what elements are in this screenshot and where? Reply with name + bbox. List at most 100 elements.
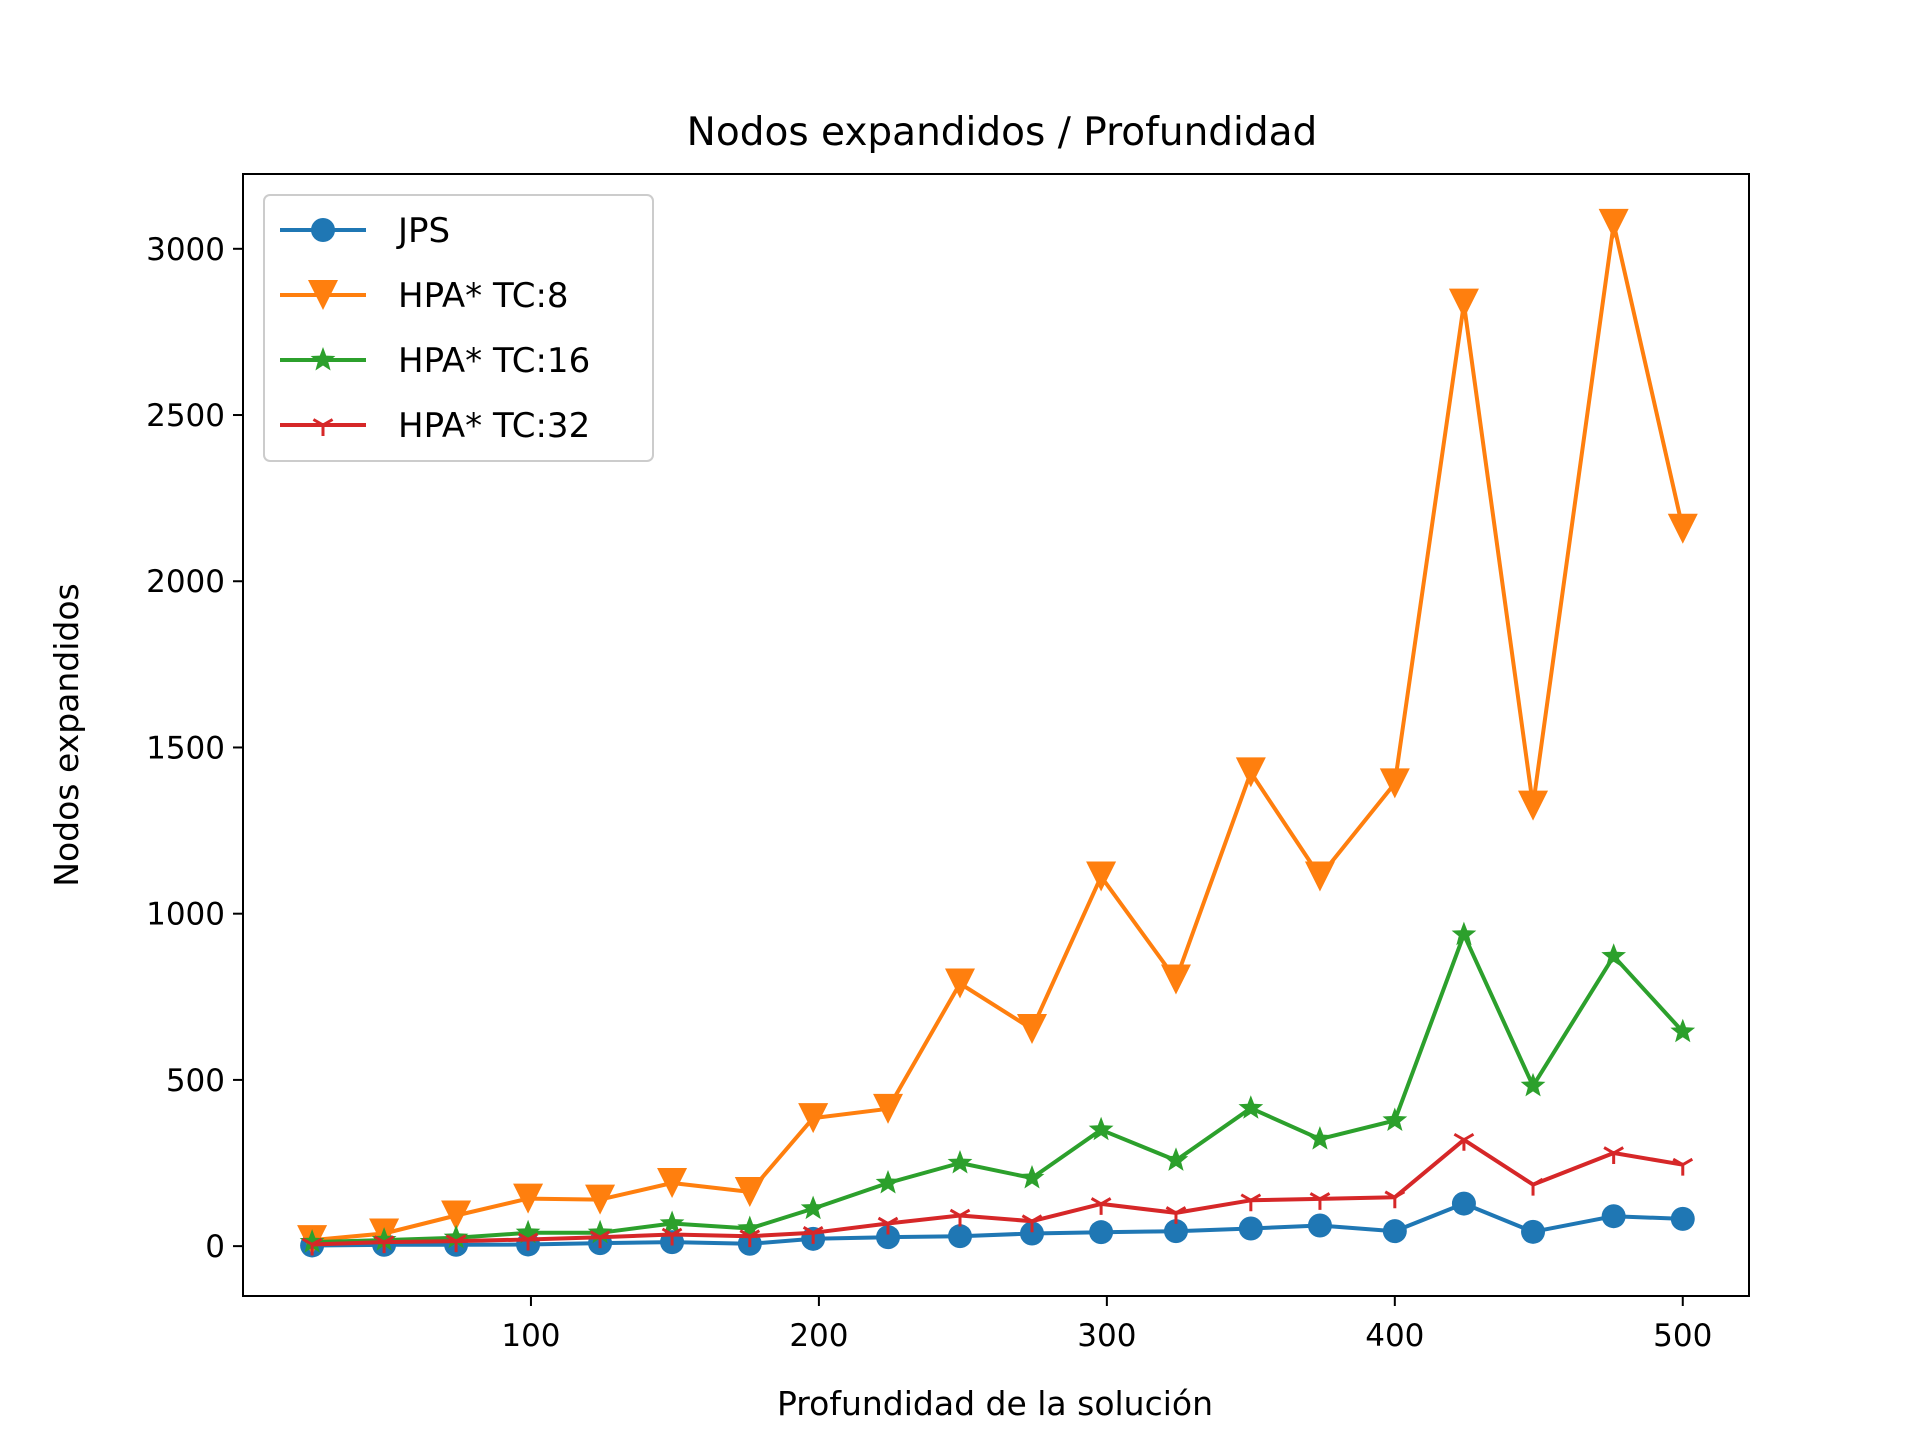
legend-item: HPA* TC:32 <box>280 406 590 446</box>
data-point <box>589 1230 611 1249</box>
legend-item: JPS <box>280 211 450 251</box>
data-point <box>877 1216 899 1235</box>
x-axis-label: Profundidad de la solución <box>777 1384 1213 1423</box>
data-point <box>1522 1177 1544 1196</box>
x-tick-label: 300 <box>1077 1318 1136 1354</box>
data-point <box>299 1229 325 1253</box>
y-tick-label: 2500 <box>146 398 225 434</box>
data-point <box>1379 768 1410 799</box>
data-point <box>1238 1095 1264 1119</box>
y-axis-ticks: 0 500 1000 1500 2000 2500 3000 <box>146 232 243 1265</box>
data-point <box>1520 1072 1546 1097</box>
data-point <box>1016 1014 1047 1045</box>
data-point <box>661 1227 683 1246</box>
data-point <box>1601 943 1626 967</box>
legend-label: HPA* TC:32 <box>398 406 590 446</box>
x-tick-label: 200 <box>789 1318 848 1354</box>
y-axis-label: Nodos expandidos <box>47 583 86 886</box>
data-point <box>587 1219 613 1244</box>
data-point <box>1019 1165 1045 1189</box>
data-point <box>513 1183 544 1214</box>
data-point <box>1089 1220 1114 1245</box>
data-point <box>515 1219 541 1244</box>
x-tick-label: 400 <box>1365 1318 1424 1354</box>
data-point <box>947 1150 973 1174</box>
data-point <box>875 1170 901 1194</box>
data-point <box>441 1200 472 1231</box>
legend-label: JPS <box>396 211 450 251</box>
data-point <box>1307 1213 1332 1238</box>
legend-frame <box>263 194 654 462</box>
x-tick-label: 500 <box>1653 1318 1712 1354</box>
plot-frame <box>242 173 1750 1297</box>
data-point <box>1451 921 1477 946</box>
x-axis-ticks: 100 200 300 400 500 <box>501 1296 1712 1354</box>
data-point <box>1453 1132 1475 1151</box>
data-point <box>734 1176 765 1207</box>
data-point <box>1235 757 1266 788</box>
plot-series <box>297 208 1698 1258</box>
data-point <box>1240 1193 1262 1212</box>
data-point <box>1160 964 1191 995</box>
legend-item: HPA* TC:16 <box>280 341 590 381</box>
y-tick-label: 1500 <box>146 730 225 766</box>
data-point <box>1603 1146 1624 1165</box>
data-point <box>1670 1206 1695 1231</box>
y-tick-label: 500 <box>166 1063 225 1099</box>
data-point <box>1238 1216 1263 1241</box>
data-point <box>949 1208 971 1227</box>
data-point <box>945 968 976 999</box>
data-point <box>1165 1206 1187 1224</box>
data-point <box>802 1226 824 1244</box>
data-point <box>371 1227 397 1251</box>
data-point <box>517 1232 539 1251</box>
data-point <box>1382 1219 1407 1244</box>
data-point <box>373 1235 395 1254</box>
data-point <box>1598 208 1629 239</box>
data-point <box>1384 1190 1406 1209</box>
legend-label: HPA* TC:8 <box>398 276 569 316</box>
data-point <box>800 1195 826 1220</box>
data-point <box>1672 1157 1694 1176</box>
data-point <box>1382 1107 1408 1131</box>
data-point <box>798 1103 829 1134</box>
chart-title: Nodos expandidos / Profundidad <box>687 110 1318 155</box>
data-point <box>1521 1219 1546 1244</box>
data-point <box>1670 1018 1696 1043</box>
legend-item: HPA* TC:8 <box>280 276 569 316</box>
y-tick-label: 1000 <box>146 897 225 933</box>
legend: JPS HPA* TC:8 HPA* TC:16 HPA* TC:32 <box>263 194 654 462</box>
data-point <box>585 1184 616 1215</box>
series-HPA* TC:32 <box>301 1132 1694 1256</box>
series-HPA* TC:16 <box>299 921 1696 1253</box>
series-HPA* TC:8 <box>297 208 1698 1256</box>
data-point <box>1163 1219 1188 1244</box>
series-line <box>312 932 1685 1245</box>
legend-marker <box>310 347 336 371</box>
data-point <box>1021 1214 1043 1233</box>
y-tick-label: 2000 <box>146 564 225 600</box>
data-point <box>1518 790 1549 821</box>
data-point <box>301 1237 323 1256</box>
data-point <box>1451 1191 1476 1216</box>
data-point <box>1601 1204 1626 1229</box>
data-point <box>1086 861 1117 892</box>
legend-marker <box>308 280 338 310</box>
series-line <box>311 221 1685 1243</box>
data-point <box>659 1210 685 1234</box>
data-point <box>739 1229 761 1248</box>
data-point <box>1304 861 1335 892</box>
data-point <box>876 1225 901 1250</box>
data-point <box>1448 288 1479 319</box>
data-point <box>1088 1116 1114 1141</box>
x-tick-label: 100 <box>501 1318 560 1354</box>
data-point <box>948 1224 973 1249</box>
data-point <box>1309 1192 1331 1210</box>
series-line <box>312 1137 1684 1247</box>
data-point <box>737 1215 763 1239</box>
series-line <box>312 1201 1683 1248</box>
data-point <box>1307 1126 1333 1150</box>
data-point <box>445 1234 467 1253</box>
data-point <box>443 1224 469 1249</box>
